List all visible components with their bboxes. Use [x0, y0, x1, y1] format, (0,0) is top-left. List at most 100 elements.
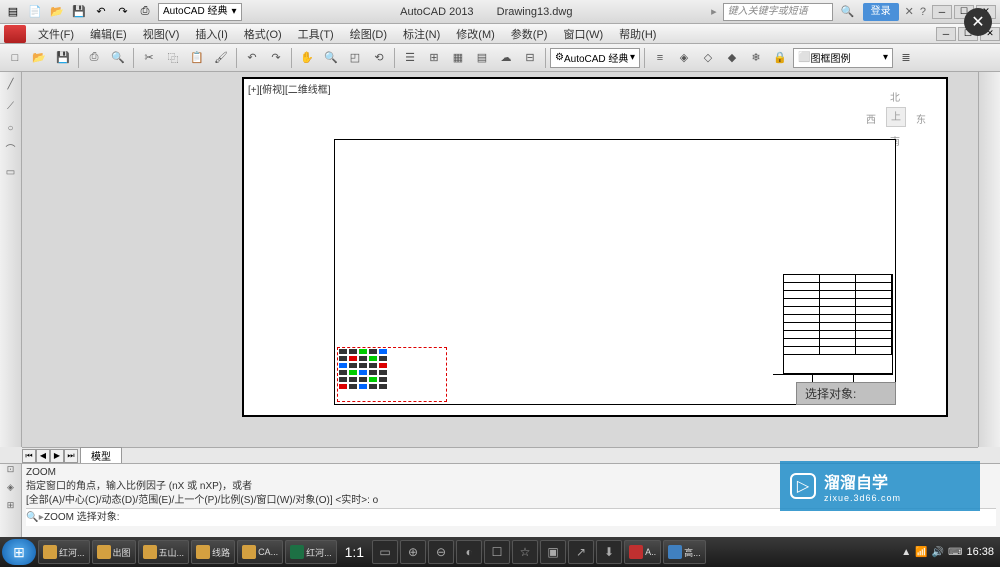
workspace-dropdown[interactable]: AutoCAD 经典 ▾ — [158, 3, 242, 21]
redo-icon[interactable]: ↷ — [114, 3, 132, 21]
taskbar-download-icon[interactable]: ⬇ — [596, 540, 622, 564]
tool-plot-icon[interactable]: ⎙ — [83, 47, 105, 69]
minimize-button[interactable]: ─ — [932, 5, 952, 19]
tool-line-icon[interactable]: ╱ — [2, 76, 20, 94]
tool-zoomprev-icon[interactable]: ⟲ — [368, 47, 390, 69]
doc-minimize-button[interactable]: ─ — [936, 27, 956, 41]
taskbar-preview-icon[interactable]: ▭ — [372, 540, 398, 564]
tool-layerstate-icon[interactable]: ◈ — [673, 47, 695, 69]
tool-cut-icon[interactable]: ✂ — [138, 47, 160, 69]
exchange-icon[interactable]: ✕ — [905, 5, 914, 18]
taskbar-tool2-icon[interactable]: ☐ — [484, 540, 510, 564]
search-icon[interactable]: 🔍 — [839, 5, 857, 18]
tool-designcenter-icon[interactable]: ⊞ — [423, 47, 445, 69]
layer-combo[interactable]: ⬜图框图例 ▾ — [793, 48, 893, 68]
tool-new-icon[interactable]: □ — [4, 47, 26, 69]
tool-undo-icon[interactable]: ↶ — [241, 47, 263, 69]
tool-sheetset-icon[interactable]: ▤ — [471, 47, 493, 69]
clock[interactable]: 16:38 — [966, 546, 994, 558]
tool-paste-icon[interactable]: 📋 — [186, 47, 208, 69]
tool-qcalc-icon[interactable]: ⊟ — [519, 47, 541, 69]
taskbar-item-excel[interactable]: 红河... — [285, 540, 337, 564]
menu-window[interactable]: 窗口(W) — [555, 26, 611, 42]
tray-up-icon[interactable]: ▲ — [901, 547, 911, 558]
cmd-tool2-icon[interactable]: ◈ — [0, 482, 21, 500]
compass-east[interactable]: 东 — [916, 111, 926, 126]
menu-parametric[interactable]: 参数(P) — [503, 26, 556, 42]
tab-model[interactable]: 模型 — [80, 447, 122, 464]
menu-format[interactable]: 格式(O) — [236, 26, 290, 42]
workspace-combo[interactable]: ⚙AutoCAD 经典 ▾ — [550, 48, 640, 68]
taskbar-zoom-out-icon[interactable]: ⊖ — [428, 540, 454, 564]
tool-match-icon[interactable]: 🖌 — [210, 47, 232, 69]
search-input[interactable]: 键入关键字或短语 — [723, 3, 833, 21]
taskbar-tool1-icon[interactable]: ◐ — [456, 540, 482, 564]
taskbar-item-2[interactable]: 出图 — [92, 540, 136, 564]
cmd-tool-icon[interactable]: ⊡ — [0, 464, 21, 482]
menu-help[interactable]: 帮助(H) — [611, 26, 664, 42]
tool-open-icon[interactable]: 📂 — [28, 47, 50, 69]
taskbar-share-icon[interactable]: ↗ — [568, 540, 594, 564]
taskbar-zoom-in-icon[interactable]: ⊕ — [400, 540, 426, 564]
tool-properties-icon[interactable]: ☰ — [399, 47, 421, 69]
tool-layermgr-icon[interactable]: ≣ — [895, 47, 917, 69]
taskbar-tool3-icon[interactable]: ▣ — [540, 540, 566, 564]
tool-circle-icon[interactable]: ○ — [2, 120, 20, 138]
compass-north[interactable]: 北 — [890, 89, 900, 104]
overlay-close-button[interactable]: ✕ — [964, 8, 992, 36]
menu-tools[interactable]: 工具(T) — [290, 26, 342, 42]
menu-insert[interactable]: 插入(I) — [187, 26, 235, 42]
cmd-tool3-icon[interactable]: ⊞ — [0, 500, 21, 518]
start-button[interactable]: ⊞ — [2, 539, 36, 565]
tool-pline-icon[interactable]: ⟋ — [2, 98, 20, 116]
app-menu-icon[interactable]: ▤ — [4, 3, 22, 21]
taskbar-item-3[interactable]: 五山... — [138, 540, 190, 564]
login-button[interactable]: 登录 — [863, 3, 899, 21]
command-input[interactable]: ZOOM 选择对象: — [44, 511, 120, 525]
tool-pan-icon[interactable]: ✋ — [296, 47, 318, 69]
viewport-label[interactable]: [+][俯视][二维线框] — [248, 81, 331, 96]
open-icon[interactable]: 📂 — [48, 3, 66, 21]
menu-dimension[interactable]: 标注(N) — [395, 26, 448, 42]
tool-layeriso-icon[interactable]: ◇ — [697, 47, 719, 69]
tab-next-icon[interactable]: ▶ — [50, 449, 64, 463]
save-icon[interactable]: 💾 — [70, 3, 88, 21]
tab-prev-icon[interactable]: ◀ — [36, 449, 50, 463]
tool-zoomwin-icon[interactable]: ◰ — [344, 47, 366, 69]
tool-save-icon[interactable]: 💾 — [52, 47, 74, 69]
tray-vol-icon[interactable]: 🔊 — [932, 547, 944, 558]
tool-layerfreeze-icon[interactable]: ❄ — [745, 47, 767, 69]
tool-layer-icon[interactable]: ≡ — [649, 47, 671, 69]
taskbar-item-4[interactable]: 线路 — [191, 540, 235, 564]
menu-view[interactable]: 视图(V) — [135, 26, 188, 42]
compass-west[interactable]: 西 — [866, 111, 876, 126]
taskbar-autocad[interactable]: A.. — [624, 540, 661, 564]
help-icon[interactable]: ? — [920, 6, 926, 18]
tool-arc-icon[interactable]: ⌒ — [2, 142, 20, 160]
tool-markup-icon[interactable]: ☁ — [495, 47, 517, 69]
menu-edit[interactable]: 编辑(E) — [82, 26, 135, 42]
undo-icon[interactable]: ↶ — [92, 3, 110, 21]
tool-layerlock-icon[interactable]: 🔒 — [769, 47, 791, 69]
viewcube-top[interactable]: 上 — [886, 107, 906, 127]
system-tray[interactable]: ▲ 📶 🔊 ⌨ 16:38 — [901, 546, 998, 558]
taskbar-item-5[interactable]: CA... — [237, 540, 283, 564]
menu-draw[interactable]: 绘图(D) — [342, 26, 395, 42]
tool-redo-icon[interactable]: ↷ — [265, 47, 287, 69]
menu-file[interactable]: 文件(F) — [30, 26, 82, 42]
taskbar-app2[interactable]: 高... — [663, 540, 706, 564]
tool-toolpalettes-icon[interactable]: ▦ — [447, 47, 469, 69]
tool-layeroff-icon[interactable]: ◆ — [721, 47, 743, 69]
tab-last-icon[interactable]: ⏭ — [64, 449, 78, 463]
tool-rect-icon[interactable]: ▭ — [2, 164, 20, 182]
taskbar-star-icon[interactable]: ☆ — [512, 540, 538, 564]
canvas-area[interactable]: [+][俯视][二维线框] 北 西 东 南 上 ↗ — [22, 72, 978, 447]
menu-modify[interactable]: 修改(M) — [448, 26, 503, 42]
tab-first-icon[interactable]: ⏮ — [22, 449, 36, 463]
taskbar-item-1[interactable]: 红河... — [38, 540, 90, 564]
tool-copy-icon[interactable]: ⿻ — [162, 47, 184, 69]
tool-zoom-icon[interactable]: 🔍 — [320, 47, 342, 69]
autocad-logo-icon[interactable] — [4, 25, 26, 43]
tray-net-icon[interactable]: 📶 — [915, 547, 927, 558]
tray-input-icon[interactable]: ⌨ — [948, 547, 962, 558]
